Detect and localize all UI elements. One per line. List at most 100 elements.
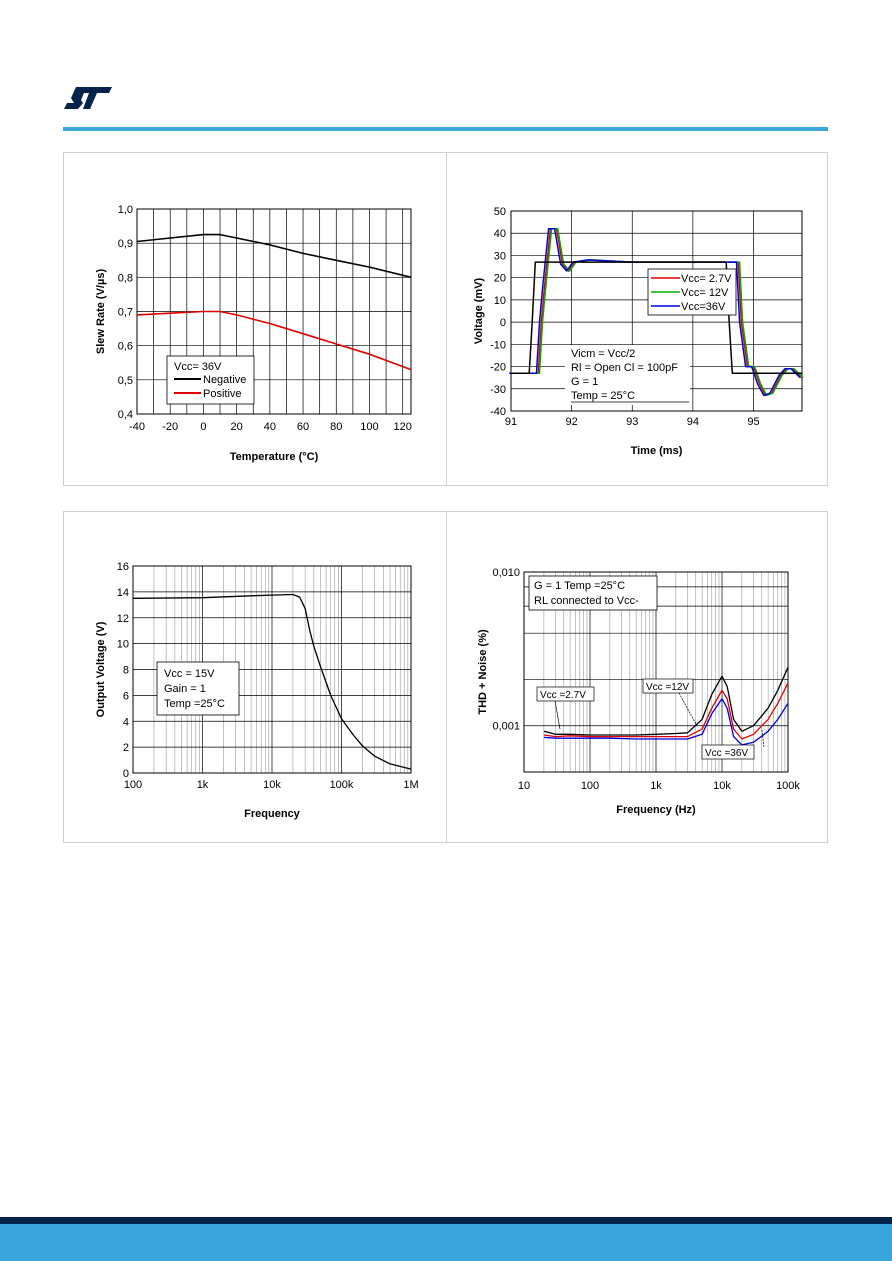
x-axis-label: Frequency (Hz)	[616, 804, 696, 816]
x-tick-label: 100	[581, 780, 599, 792]
footer-rule	[0, 1217, 892, 1224]
annotation-text: Vcc = 15V	[164, 668, 215, 680]
x-tick-label: 10k	[263, 779, 281, 791]
y-tick-label: -40	[490, 406, 506, 418]
series-line-black	[511, 261, 802, 374]
annotation-box	[565, 345, 690, 405]
series-line	[543, 667, 789, 736]
annotation-text: Temp =25°C	[164, 698, 225, 710]
y-axis-label: Voltage (mV)	[473, 277, 485, 344]
y-tick-label: 0,7	[118, 307, 133, 319]
annotation-text: Rl = Open Cl = 100pF	[571, 362, 678, 374]
y-tick-label: 14	[117, 587, 129, 599]
y-tick-label: 0,010	[492, 567, 520, 579]
annotation-text: G = 1 Temp =25°C	[534, 580, 625, 592]
x-tick-label: 120	[394, 421, 412, 433]
y-tick-label: -30	[490, 384, 506, 396]
x-axis-label: Temperature (°C)	[230, 451, 319, 463]
x-tick-label: 1k	[197, 779, 209, 791]
y-tick-label: 4	[123, 716, 129, 728]
annotation-text: RL connected to Vcc-	[534, 595, 639, 607]
x-tick-label: -40	[129, 421, 145, 433]
callout-label: Vcc =2.7V	[540, 690, 586, 701]
x-tick-label: 1k	[650, 780, 662, 792]
y-tick-label: 0,5	[118, 375, 133, 387]
series-line	[132, 593, 412, 770]
plot-frame	[132, 565, 412, 774]
legend-entry: Negative	[203, 374, 246, 386]
series-line	[543, 698, 789, 746]
y-tick-label: 10	[117, 639, 129, 651]
y-tick-label: 40	[494, 228, 506, 240]
y-tick-label: 50	[494, 206, 506, 218]
plot-frame	[523, 571, 789, 773]
legend-entry: Vcc=36V	[681, 301, 726, 313]
series-line	[543, 682, 789, 740]
y-tick-label: 0,001	[492, 721, 520, 733]
x-tick-label: 95	[747, 416, 759, 428]
x-tick-label: -20	[162, 421, 178, 433]
callout-box	[701, 744, 755, 760]
x-tick-label: 0	[200, 421, 206, 433]
y-axis-label: Output Voltage (V)	[95, 621, 107, 717]
plot-frame	[136, 208, 412, 415]
y-tick-label: 20	[494, 273, 506, 285]
callout-label: Vcc =12V	[646, 682, 689, 693]
y-tick-label: -10	[490, 339, 506, 351]
chart-panel-thd-noise: 10 100 1k 10k 100k 0,001 0,010 Frequency (Hz) TH…	[446, 511, 828, 843]
y-tick-label: 6	[123, 690, 129, 702]
thd-noise-chart: 10 100 1k 10k 100k 0,001 0,010 Frequency (Hz) TH…	[477, 567, 800, 816]
chart-panel-slew-rate: -40 -20 0 20 40 60 80 100 120 0,4 0,5 0,6 0,7 0,8 0,9 1…	[63, 152, 447, 486]
annotation-text: Vicm = Vcc/2	[571, 348, 635, 360]
chart-panel-output-voltage: 100 1k 10k 100k 1M 0 2 4 6 8 10 12 14 16 Frequency Outp…	[63, 511, 447, 843]
y-tick-label: 16	[117, 561, 129, 573]
output-voltage-chart: 100 1k 10k 100k 1M 0 2 4 6 8 10 12 14 16 Frequency Outp…	[95, 561, 419, 820]
slew-rate-chart: -40 -20 0 20 40 60 80 100 120 0,4 0,5 0,6 0,7 0,8 0,9 1…	[95, 204, 412, 463]
callout-label: Vcc =36V	[705, 748, 748, 759]
x-tick-label: 10	[518, 780, 530, 792]
series-line-negative	[136, 233, 412, 279]
y-axis-label: THD + Noise (%)	[477, 629, 489, 715]
x-tick-label: 100	[360, 421, 378, 433]
transient-chart: 91 92 93 94 95 -40 -30 -20 -10 0 10 20 30 40 50 Time (m…	[473, 206, 804, 457]
y-tick-label: 0,8	[118, 272, 133, 284]
y-tick-label: 0,9	[118, 238, 133, 250]
annotation-text: Temp = 25°C	[571, 390, 635, 402]
y-tick-label: 2	[123, 742, 129, 754]
legend-entry: Positive	[203, 388, 242, 400]
header-rule	[63, 127, 828, 131]
y-tick-label: 0,4	[118, 409, 133, 421]
chart-panel-transient: 91 92 93 94 95 -40 -30 -20 -10 0 10 20 30 40 50 Time (m…	[446, 152, 828, 486]
y-tick-label: -20	[490, 362, 506, 374]
x-tick-label: 1M	[403, 779, 418, 791]
y-tick-label: 1,0	[118, 204, 133, 216]
x-tick-label: 100	[124, 779, 142, 791]
callout-box	[642, 678, 694, 694]
plot-frame	[510, 210, 803, 412]
series-line-positive	[136, 310, 412, 371]
x-tick-label: 92	[566, 416, 578, 428]
annotation-box	[528, 575, 658, 611]
y-tick-label: 0	[500, 317, 506, 329]
x-tick-label: 93	[626, 416, 638, 428]
y-axis-label: Slew Rate (V/µs)	[95, 269, 107, 355]
callout-leader	[678, 692, 698, 727]
x-tick-label: 100k	[330, 779, 354, 791]
x-tick-label: 100k	[776, 780, 800, 792]
x-tick-label: 80	[330, 421, 342, 433]
st-logo	[64, 87, 112, 109]
x-tick-label: 10k	[713, 780, 731, 792]
legend-entry: Vcc= 12V	[681, 287, 729, 299]
callout-box	[536, 686, 595, 702]
x-tick-label: 20	[231, 421, 243, 433]
annotation-box	[156, 661, 240, 716]
x-tick-label: 91	[505, 416, 517, 428]
x-tick-label: 94	[687, 416, 699, 428]
annotation-text: Gain = 1	[164, 683, 206, 695]
callout-leader	[554, 700, 561, 730]
x-tick-label: 60	[297, 421, 309, 433]
y-tick-label: 0	[123, 768, 129, 780]
x-axis-label: Time (ms)	[631, 445, 683, 457]
legend-entry: Vcc= 2.7V	[681, 273, 732, 285]
annotation-text: G = 1	[571, 376, 598, 388]
